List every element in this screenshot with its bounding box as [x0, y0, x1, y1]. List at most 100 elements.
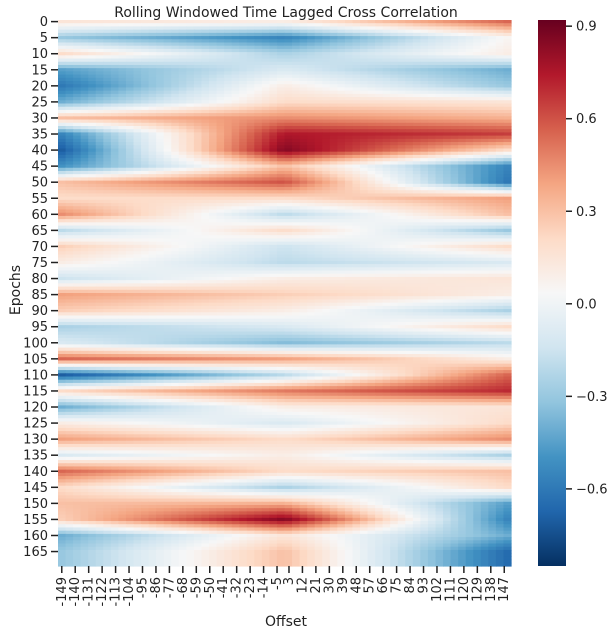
heatmap-cell: [148, 52, 157, 56]
heatmap-cell: [163, 248, 172, 252]
heatmap-cell: [450, 215, 459, 220]
heatmap-cell: [314, 64, 323, 69]
heatmap-cell: [231, 154, 240, 159]
heatmap-cell: [148, 58, 157, 63]
heatmap-cell: [65, 132, 74, 137]
heatmap-cell: [261, 23, 270, 28]
heatmap-cell: [65, 264, 74, 268]
heatmap-cell: [405, 276, 414, 281]
heatmap-cell: [360, 93, 369, 98]
heatmap-cell: [58, 170, 67, 175]
heatmap-cell: [473, 193, 482, 198]
heatmap-cell: [420, 68, 429, 72]
heatmap-cell: [65, 235, 74, 239]
heatmap-cell: [390, 196, 399, 201]
heatmap-cell: [73, 148, 82, 153]
heatmap-cell: [133, 64, 142, 69]
heatmap-cell: [239, 81, 248, 85]
heatmap-cell: [495, 174, 505, 178]
heatmap-cell: [284, 87, 293, 92]
heatmap-cell: [178, 48, 187, 53]
heatmap-cell: [110, 215, 119, 220]
heatmap-cell: [503, 270, 512, 275]
heatmap-cell: [292, 106, 301, 111]
heatmap-cell: [239, 219, 248, 223]
heatmap-cell: [480, 45, 489, 50]
heatmap-cell: [473, 20, 482, 24]
heatmap-cell: [163, 109, 172, 114]
heatmap-cell: [216, 161, 225, 166]
heatmap-cell: [307, 97, 316, 101]
heatmap-cell: [375, 228, 384, 233]
heatmap-cell: [133, 100, 142, 105]
heatmap-cell: [367, 260, 376, 265]
heatmap-cell: [314, 135, 323, 140]
heatmap-cell: [224, 231, 233, 236]
heatmap-cell: [397, 235, 406, 239]
heatmap-cell: [80, 170, 89, 175]
heatmap-cell: [405, 167, 414, 172]
heatmap-cell: [178, 20, 187, 24]
heatmap-cell: [458, 254, 467, 259]
heatmap-cell: [178, 151, 187, 156]
heatmap-cell: [261, 109, 270, 114]
heatmap-cell: [65, 119, 74, 124]
heatmap-cell: [269, 42, 278, 47]
heatmap-cell: [344, 228, 354, 233]
heatmap-cell: [201, 225, 210, 230]
heatmap-cell: [261, 228, 270, 233]
heatmap-cell: [390, 167, 399, 172]
heatmap-cell: [103, 61, 112, 66]
heatmap-cell: [254, 225, 263, 230]
heatmap-cell: [322, 235, 331, 239]
heatmap-cell: [337, 81, 346, 85]
heatmap-cell: [224, 129, 233, 134]
heatmap-cell: [360, 248, 369, 252]
heatmap-cell: [133, 23, 142, 28]
heatmap-cell: [382, 145, 391, 150]
heatmap-cell: [163, 113, 172, 117]
heatmap-cell: [80, 196, 89, 201]
heatmap-cell: [65, 241, 74, 246]
heatmap-cell: [382, 45, 391, 50]
heatmap-cell: [412, 251, 421, 256]
heatmap-cell: [261, 273, 270, 278]
heatmap-cell: [405, 26, 414, 31]
heatmap-cell: [186, 190, 195, 195]
heatmap-cell: [95, 52, 104, 56]
heatmap-cell: [307, 113, 316, 117]
heatmap-cell: [465, 97, 474, 101]
heatmap-cell: [375, 203, 384, 207]
heatmap-cell: [276, 254, 286, 259]
heatmap-cell: [65, 109, 74, 114]
heatmap-cell: [397, 113, 406, 117]
heatmap-cell: [186, 219, 195, 223]
heatmap-cell: [450, 222, 459, 227]
heatmap-cell: [314, 84, 323, 89]
heatmap-cell: [125, 64, 135, 69]
heatmap-cell: [344, 215, 354, 220]
heatmap-cell: [322, 77, 331, 82]
heatmap-cell: [292, 100, 301, 105]
heatmap-cell: [276, 209, 286, 214]
heatmap-cell: [148, 45, 157, 50]
heatmap-cell: [352, 170, 361, 175]
heatmap-cell: [337, 100, 346, 105]
heatmap-cell: [495, 154, 505, 159]
heatmap-cell: [110, 55, 119, 60]
heatmap-cell: [465, 87, 474, 92]
heatmap-cell: [156, 235, 165, 239]
heatmap-cell: [450, 74, 459, 79]
heatmap-cell: [390, 109, 399, 114]
heatmap-cell: [148, 225, 157, 230]
heatmap-cell: [148, 174, 157, 178]
heatmap-cell: [254, 264, 263, 268]
heatmap-cell: [352, 84, 361, 89]
heatmap-cell: [503, 71, 512, 76]
heatmap-cell: [103, 161, 112, 166]
heatmap-cell: [269, 196, 278, 201]
heatmap-cell: [193, 215, 203, 220]
heatmap-cell: [186, 100, 195, 105]
heatmap-cell: [133, 81, 142, 85]
heatmap-cell: [329, 100, 338, 105]
